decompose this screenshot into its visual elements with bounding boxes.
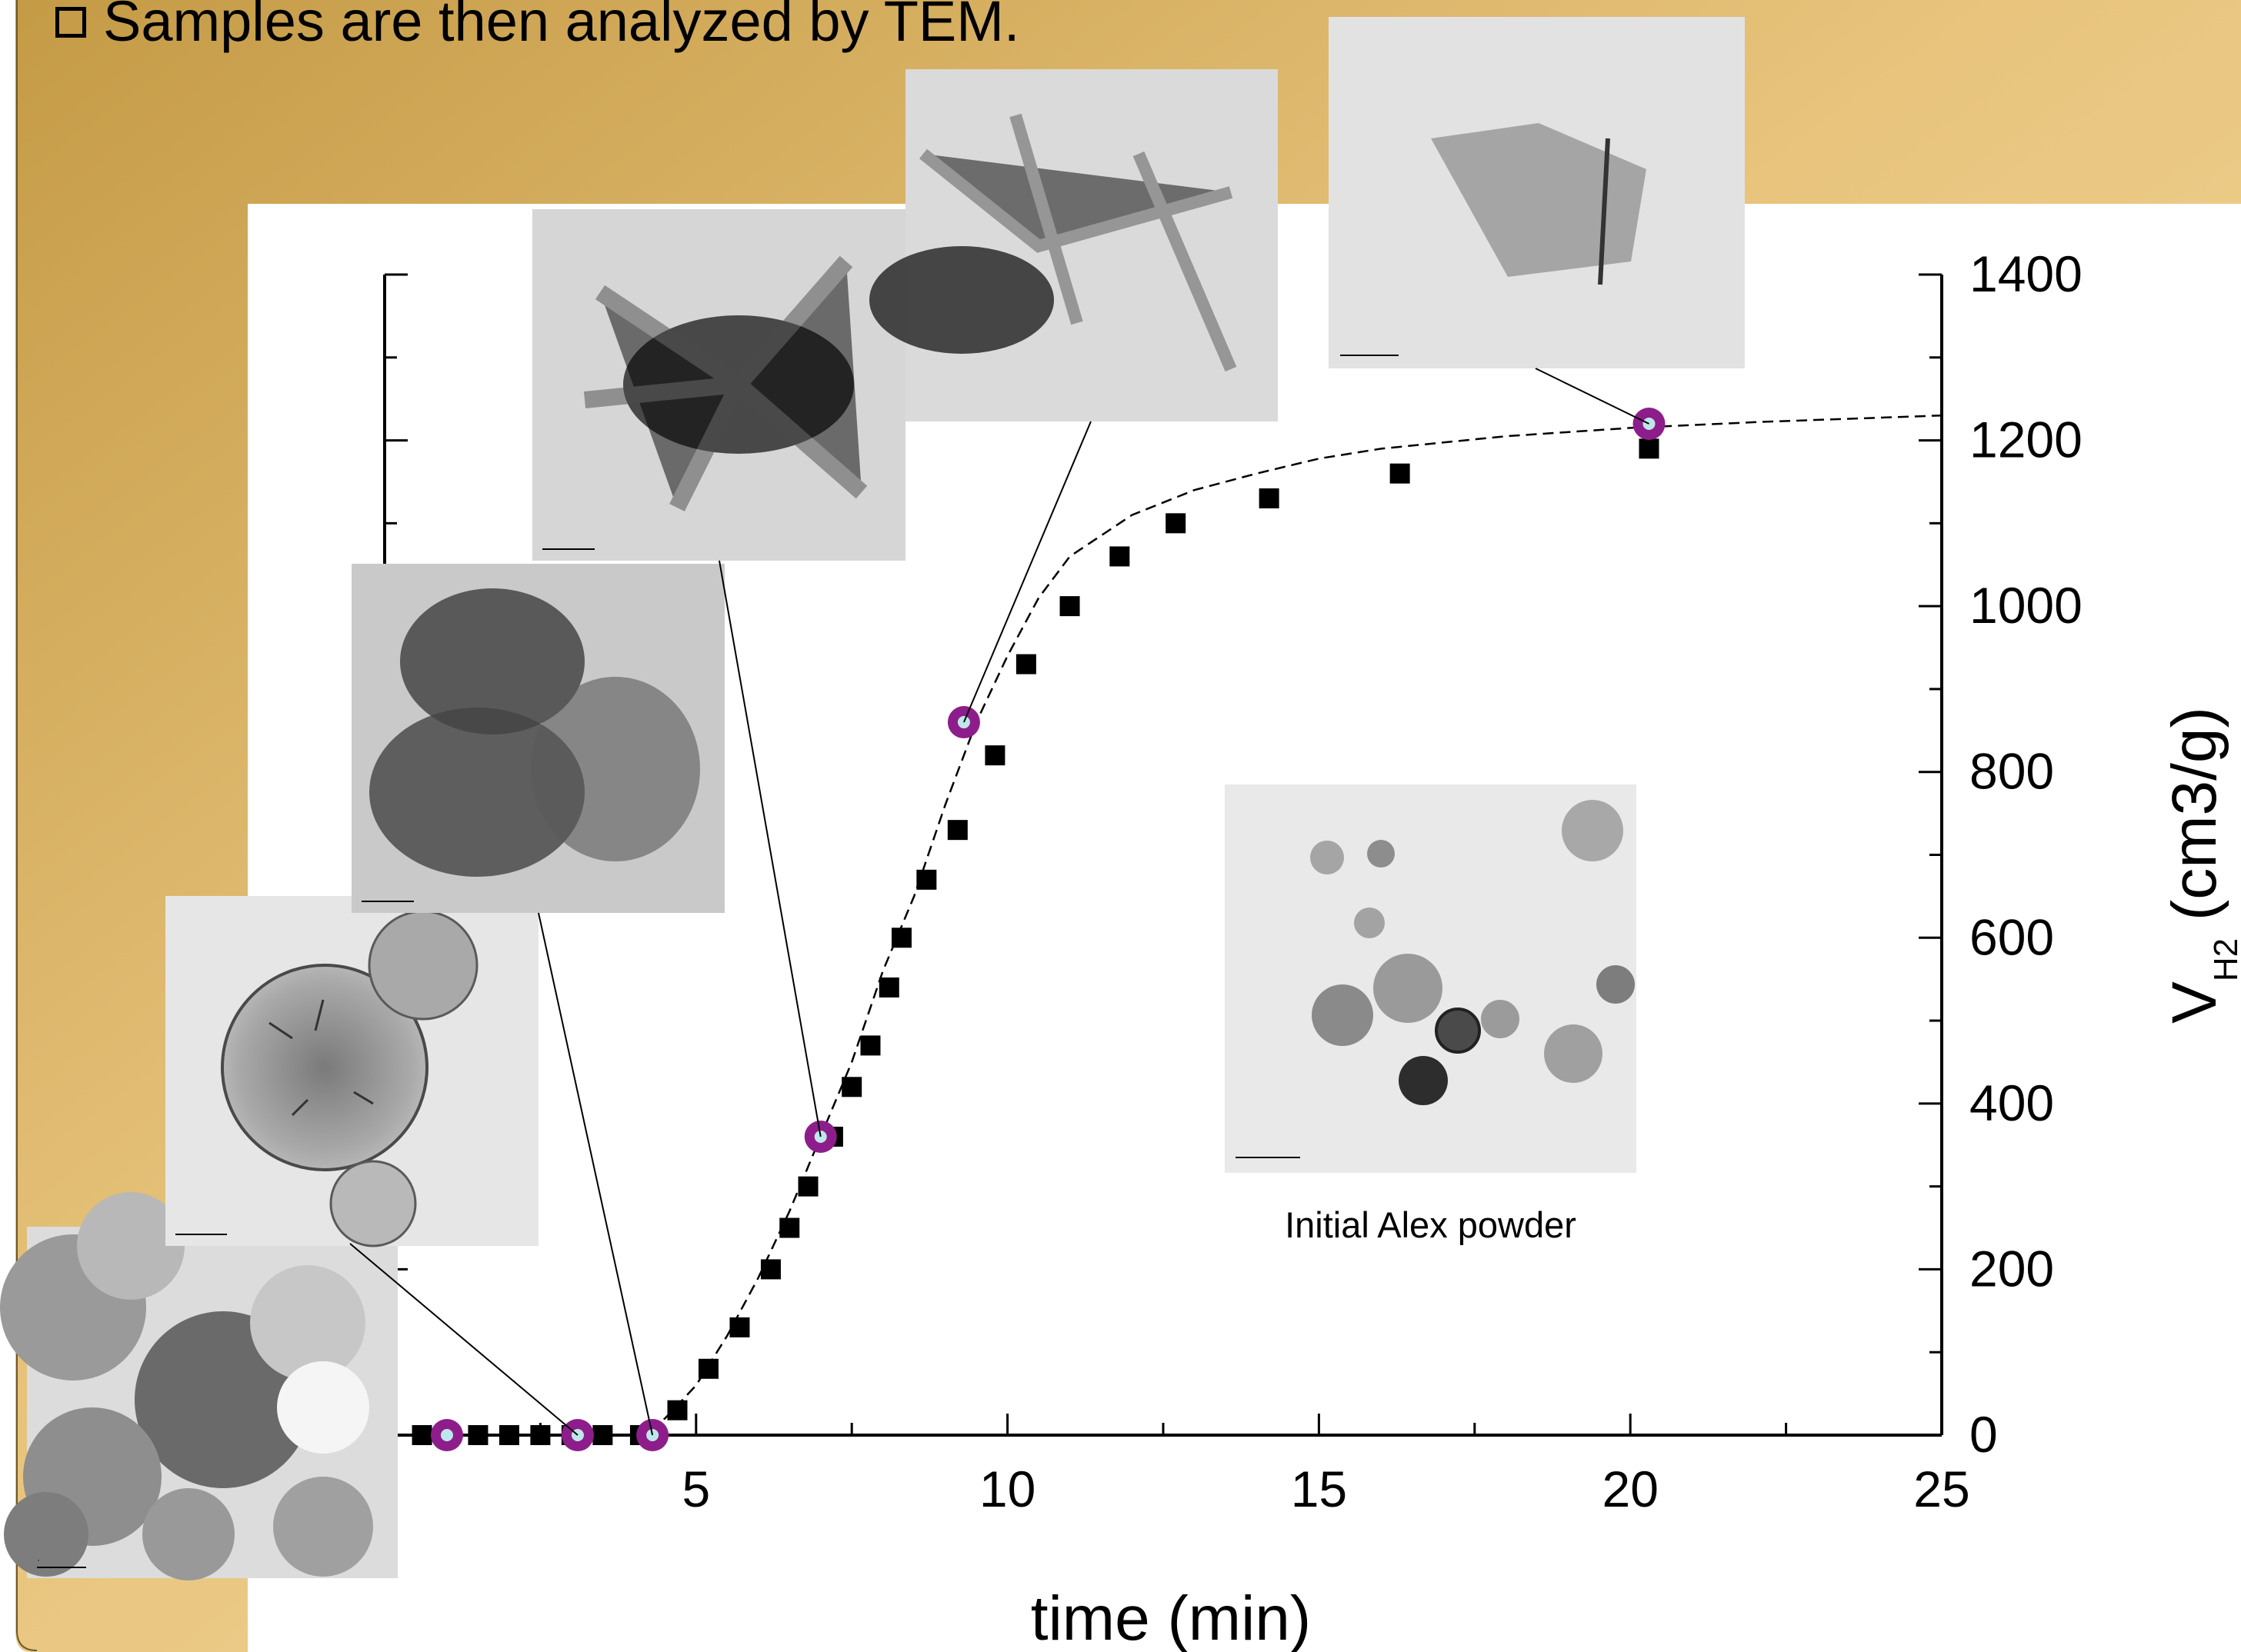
tem-scale-label-1: ·	[37, 1554, 40, 1565]
data-point	[1059, 596, 1080, 617]
highlighted-point-center	[440, 1429, 453, 1441]
data-point	[779, 1217, 800, 1238]
tem-image-fibrous-2	[532, 209, 905, 561]
y-tick-label: 400	[1969, 1074, 2054, 1131]
data-point	[860, 1035, 881, 1056]
tem-image-sheet	[1329, 17, 1745, 368]
data-point	[1109, 546, 1130, 567]
data-point	[499, 1425, 519, 1445]
pointer-line	[349, 1243, 579, 1436]
data-point	[842, 1077, 862, 1097]
y-tick-label: 600	[1969, 908, 2054, 965]
annotation-initial-alex-powder: Initial Alex powder	[1285, 1204, 1576, 1245]
x-tick-label: 20	[1602, 1460, 1658, 1517]
fit-curve-layer	[633, 414, 1943, 1437]
pointer-line	[1535, 368, 1649, 425]
data-point	[891, 928, 912, 948]
slide-bullet: Samples are then analyzed by TEM.	[55, 0, 1019, 60]
pointer-line	[963, 421, 1092, 723]
tem-image-spheres	[165, 896, 539, 1247]
data-point	[468, 1425, 489, 1445]
tem-image-initial: ·	[0, 1192, 398, 1580]
data-point	[1166, 513, 1186, 534]
data-point	[1259, 488, 1279, 509]
pointer-line	[538, 912, 654, 1436]
fit-curve	[633, 414, 1943, 1437]
x-axis-title: time (min)	[1031, 1584, 1311, 1652]
y-tick-label: 0	[1969, 1406, 1998, 1463]
tem-image-fibrous-1	[352, 564, 725, 913]
bullet-text: Samples are then analyzed by TEM.	[103, 0, 1020, 53]
data-point	[947, 820, 968, 841]
data-point	[760, 1259, 781, 1280]
data-point	[879, 977, 899, 998]
pointer-line	[719, 560, 822, 1137]
tem-image-fibrous-3	[869, 69, 1278, 421]
y-tick-label: 1200	[1969, 411, 2083, 468]
data-point	[698, 1358, 719, 1379]
x-tick-label: 5	[682, 1460, 710, 1517]
data-point	[1015, 654, 1036, 674]
tem-image-alex-powder	[1225, 784, 1636, 1173]
checkbox-bullet-icon	[55, 7, 86, 38]
data-point	[798, 1176, 819, 1197]
data-point	[592, 1425, 613, 1445]
annotation-pointers	[349, 368, 1649, 1436]
y-tick-label: 1400	[1969, 245, 2083, 302]
x-tick-label: 15	[1291, 1460, 1347, 1517]
data-point	[1389, 463, 1410, 484]
data-point	[667, 1400, 688, 1421]
data-point	[530, 1425, 551, 1445]
data-point	[985, 745, 1005, 766]
data-point	[1639, 438, 1659, 459]
frame-edge	[16, 0, 38, 1651]
tem-images: ·	[0, 17, 1745, 1580]
y-tick-label: 800	[1969, 743, 2054, 800]
data-point	[412, 1425, 432, 1445]
y-tick-label: 1000	[1969, 577, 2083, 634]
y-tick-label: 200	[1969, 1240, 2054, 1297]
data-point	[729, 1317, 750, 1337]
y-axis-title: VH2 (cm3/g)	[2159, 707, 2241, 1024]
x-tick-label: 10	[979, 1460, 1035, 1517]
data-point	[916, 869, 937, 890]
x-tick-label: 25	[1913, 1460, 1969, 1517]
